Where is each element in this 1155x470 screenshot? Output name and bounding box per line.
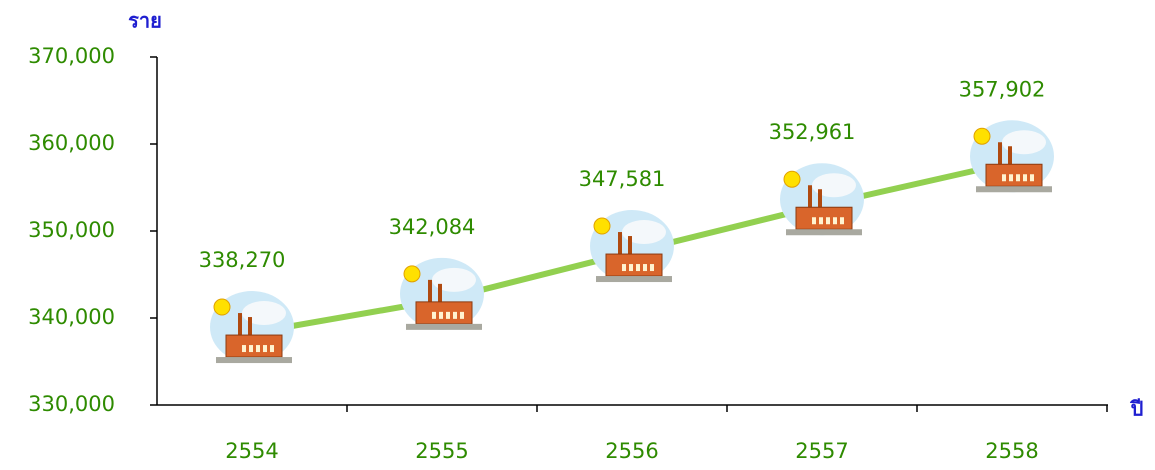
icon-window	[636, 264, 640, 272]
icon-window	[242, 345, 246, 353]
icon-ground	[406, 323, 482, 330]
factory-marker	[590, 210, 674, 283]
icon-window	[439, 311, 443, 319]
icon-chimney	[818, 189, 822, 210]
icon-cloud	[432, 267, 476, 292]
icon-sun	[783, 170, 801, 188]
data-label: 352,961	[769, 120, 856, 144]
factory-marker	[780, 163, 864, 236]
icon-window	[1009, 174, 1013, 182]
icon-window	[432, 311, 436, 319]
data-label: 338,270	[199, 248, 286, 272]
x-tick-label: 2558	[985, 439, 1038, 463]
icon-window	[263, 345, 267, 353]
icon-cloud	[622, 220, 666, 245]
factory-marker	[970, 120, 1054, 193]
icon-window	[446, 311, 450, 319]
icon-window	[256, 345, 260, 353]
icon-chimney	[248, 317, 252, 338]
icon-window	[622, 264, 626, 272]
icon-sun	[213, 298, 231, 316]
icon-ground	[216, 357, 292, 364]
y-axis-label: ราย	[128, 9, 162, 33]
icon-window	[1002, 174, 1006, 182]
icon-ground	[786, 229, 862, 236]
icon-chimney	[438, 283, 442, 304]
icon-window	[643, 264, 647, 272]
x-tick-label: 2556	[605, 439, 658, 463]
icon-window	[453, 311, 457, 319]
data-label: 357,902	[959, 77, 1046, 101]
data-label: 347,581	[579, 167, 666, 191]
icon-cloud	[242, 301, 286, 326]
icon-cloud	[1002, 130, 1046, 155]
y-tick-label: 330,000	[28, 392, 115, 416]
icon-window	[460, 311, 464, 319]
icon-window	[833, 217, 837, 225]
data-label: 342,084	[389, 215, 476, 239]
y-tick-label: 350,000	[28, 218, 115, 242]
y-tick-label: 340,000	[28, 305, 115, 329]
icon-chimney	[428, 279, 432, 304]
x-tick-label: 2557	[795, 439, 848, 463]
x-axis-label: ปี	[1129, 397, 1143, 421]
x-tick-label: 2554	[225, 439, 278, 463]
y-tick-label: 370,000	[28, 44, 115, 68]
icon-window	[650, 264, 654, 272]
y-tick-label: 360,000	[28, 131, 115, 155]
icon-window	[819, 217, 823, 225]
icon-window	[629, 264, 633, 272]
icon-sun	[403, 265, 421, 283]
icon-chimney	[998, 142, 1002, 167]
icon-sun	[593, 217, 611, 235]
icon-chimney	[808, 185, 812, 210]
factory-marker	[210, 291, 294, 364]
x-tick-label: 2555	[415, 439, 468, 463]
icon-window	[840, 217, 844, 225]
icon-chimney	[618, 232, 622, 257]
icon-ground	[596, 276, 672, 283]
icon-ground	[976, 186, 1052, 193]
icon-chimney	[238, 313, 242, 338]
icon-cloud	[812, 173, 856, 198]
icon-factory	[605, 253, 663, 277]
icon-window	[270, 345, 274, 353]
icon-chimney	[628, 236, 632, 257]
icon-window	[826, 217, 830, 225]
icon-window	[812, 217, 816, 225]
icon-chimney	[1008, 146, 1012, 167]
factory-marker	[400, 257, 484, 330]
icon-window	[1016, 174, 1020, 182]
icon-window	[1030, 174, 1034, 182]
icon-window	[1023, 174, 1027, 182]
icon-sun	[973, 127, 991, 145]
icon-window	[249, 345, 253, 353]
